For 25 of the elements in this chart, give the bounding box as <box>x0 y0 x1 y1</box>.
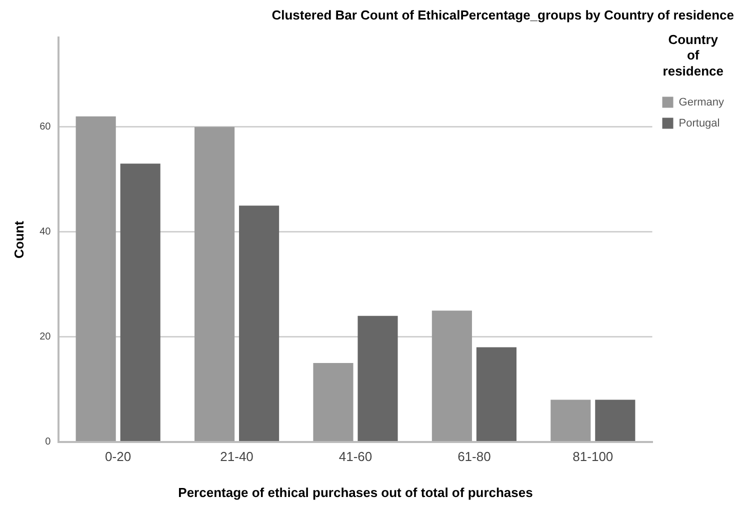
y-tick-label: 20 <box>40 332 52 343</box>
chart-title: Clustered Bar Count of EthicalPercentage_groups by Country of residence <box>272 7 734 22</box>
bar <box>120 164 160 442</box>
bar <box>476 347 516 442</box>
y-tick-label: 60 <box>40 122 52 133</box>
bar <box>432 310 472 442</box>
bar <box>239 206 280 442</box>
legend-label: Germany <box>678 96 724 108</box>
bar <box>550 400 591 442</box>
bar <box>194 126 235 442</box>
x-tick-label: 0-20 <box>105 449 132 464</box>
x-axis-title: Percentage of ethical purchases out of total of purchases <box>178 484 533 500</box>
x-tick-label: 41-60 <box>338 449 372 464</box>
legend-title: Country of residence <box>662 32 724 78</box>
bar <box>76 116 116 442</box>
y-tick-label: 40 <box>40 226 52 238</box>
legend-label: Portugal <box>678 117 720 130</box>
bar <box>358 316 398 442</box>
x-tick-label: 81-100 <box>572 449 614 464</box>
bar <box>313 363 354 442</box>
bar <box>595 400 636 442</box>
x-tick-label: 61-80 <box>458 449 491 464</box>
y-axis-title: Count <box>11 220 26 258</box>
x-tick-label: 21-40 <box>220 449 254 464</box>
y-tick-label: 0 <box>45 436 52 448</box>
